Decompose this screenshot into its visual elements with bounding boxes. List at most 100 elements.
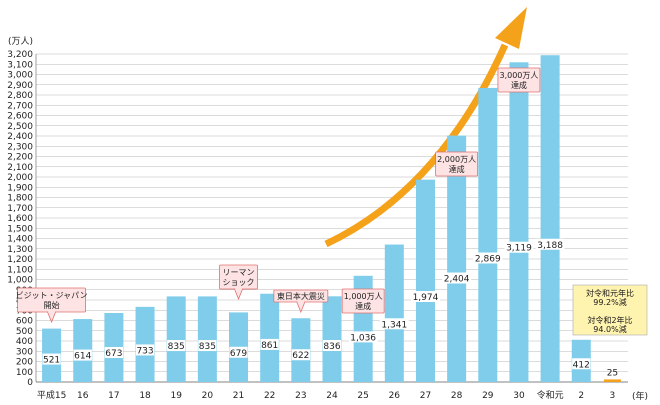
callout-box [435, 151, 479, 177]
value-label: 521 [43, 356, 60, 366]
bar [447, 135, 467, 382]
value-label: 614 [74, 352, 91, 362]
callout-text: 達成 [355, 301, 371, 311]
value-label-bg [379, 318, 409, 330]
x-tick-label: 3 [610, 391, 616, 401]
value-label-bg [348, 331, 378, 343]
callout-pointer [233, 288, 244, 301]
y-tick-label: 1,200 [7, 255, 33, 265]
y-tick-label: 1,300 [7, 245, 33, 255]
value-label-bg [535, 238, 565, 250]
value-label: 622 [292, 351, 309, 361]
value-label: 412 [573, 360, 590, 370]
value-label-bg [410, 291, 440, 303]
x-axis-ticks: 平成15 16 17 18 19 20 21 22 23 24 25 26 27 28 29 30 令和元 2 3 [37, 389, 615, 401]
callout-text: 開始 [44, 300, 60, 310]
y-tick-label: 2,100 [7, 163, 33, 173]
y-tick-label: 2,600 [7, 112, 33, 122]
comparison-text: 対令和元年比 [586, 288, 634, 298]
value-label: 861 [261, 341, 278, 351]
x-tick-label: 令和元 [537, 389, 564, 401]
callout-text: 2,000万人 [437, 155, 476, 164]
y-tick-label: 1,600 [7, 214, 33, 224]
growth-arrow-head [495, 7, 527, 49]
bar [322, 296, 342, 382]
value-label: 835 [199, 342, 216, 352]
y-tick-label: 200 [16, 358, 33, 368]
comparison-text: 対令和2年比 [587, 315, 632, 325]
y-tick-label: 2,300 [7, 142, 33, 152]
y-tick-label: 3,100 [7, 60, 33, 70]
bar [135, 306, 155, 382]
y-tick-label: 3,200 [7, 50, 33, 60]
y-tick-label: 1,500 [7, 224, 33, 234]
x-tick-label: 18 [139, 391, 151, 401]
bar [166, 296, 186, 382]
y-tick-label: 0 [27, 378, 33, 388]
y-tick-label: 2,800 [7, 91, 33, 101]
x-axis-unit: (年) [632, 390, 648, 402]
bar [384, 244, 404, 382]
bar [603, 379, 621, 382]
value-label-bg [135, 344, 155, 356]
value-label-bg [291, 349, 310, 361]
value-label-bg [260, 338, 279, 350]
bar [478, 87, 498, 383]
value-label: 836 [323, 342, 340, 352]
x-tick-label: 26 [389, 391, 401, 401]
y-tick-label: 1,800 [7, 194, 33, 204]
comparison-text: 94.0%減 [593, 324, 626, 334]
y-tick-label: 1,400 [7, 235, 33, 245]
value-label: 2,404 [444, 275, 470, 285]
bar [260, 293, 280, 382]
value-label: 679 [230, 349, 247, 359]
callout-text: リーマン [223, 268, 255, 277]
y-tick-label: 1,000 [7, 276, 33, 286]
value-label: 673 [105, 349, 122, 359]
callout-text: ビジット・ジャパン [16, 291, 88, 300]
x-tick-label: 2 [578, 391, 584, 401]
y-tick-label: 2,200 [7, 153, 33, 163]
x-tick-label: 27 [420, 391, 431, 401]
bar [415, 179, 435, 382]
y-tick-label: 2,700 [7, 101, 33, 111]
bar [197, 296, 217, 382]
value-labels: 521 614 673 733 835 835 679 861 622 836 1,036 1,341… [42, 238, 618, 378]
value-label-bg [229, 346, 248, 358]
x-tick-label: 22 [264, 391, 275, 401]
value-label-bg [572, 358, 591, 370]
y-tick-label: 100 [16, 368, 33, 378]
x-tick-label: 21 [233, 391, 244, 401]
callout-text: 3,000万人 [499, 71, 538, 80]
y-tick-label: 2,400 [7, 132, 33, 142]
value-label-bg [167, 340, 186, 352]
bars [42, 55, 621, 383]
value-label-bg [73, 349, 92, 361]
value-label: 2,869 [475, 254, 501, 264]
y-tick-label: 3,000 [7, 71, 33, 81]
y-tick-label: 600 [16, 317, 33, 327]
x-tick-label: 30 [513, 391, 525, 401]
y-axis-ticks: 01002003004005006007008009001,0001,1001,… [7, 50, 33, 388]
y-tick-label: 400 [16, 337, 33, 347]
x-tick-label: 16 [77, 391, 89, 401]
x-tick-label: 19 [170, 391, 182, 401]
value-label-bg [42, 353, 61, 365]
growth-arrow [324, 7, 527, 248]
y-tick-label: 500 [16, 327, 33, 337]
callout-text: 1,000万人 [344, 292, 383, 301]
y-tick-label: 2,900 [7, 81, 33, 91]
value-label: 3,119 [506, 244, 532, 254]
y-tick-label: 1,700 [7, 204, 33, 214]
y-tick-label: 2,000 [7, 173, 33, 183]
value-label-bg [198, 340, 217, 352]
value-label-bg [104, 347, 123, 359]
bar [509, 62, 529, 383]
event-callout: 東日本大震災 [273, 289, 329, 314]
value-label: 1,974 [413, 293, 439, 303]
callout-text: 達成 [511, 80, 527, 90]
